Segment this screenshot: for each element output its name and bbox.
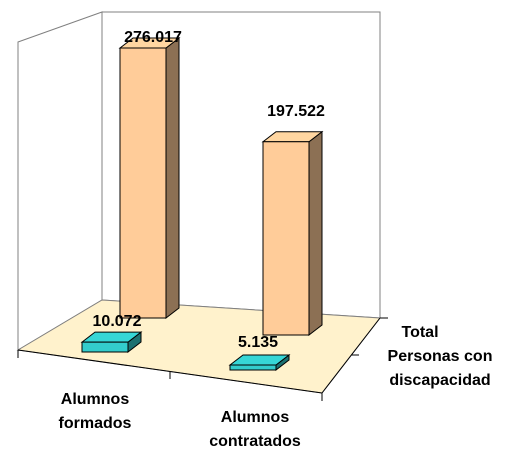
depth-label: Total bbox=[401, 324, 439, 341]
bar-front bbox=[119, 47, 167, 319]
depth-label: Personas con discapacidad bbox=[387, 348, 493, 389]
bar bbox=[261, 130, 324, 337]
left-wall bbox=[17, 11, 103, 351]
bar-front bbox=[81, 341, 129, 353]
bar-side bbox=[165, 36, 180, 320]
bar-front bbox=[229, 364, 277, 371]
value-label: 197.522 bbox=[267, 103, 325, 120]
value-label: 5.135 bbox=[238, 334, 278, 351]
category-label: Alumnos contratados bbox=[209, 409, 301, 450]
category-label: Alumnos formados bbox=[58, 391, 132, 432]
value-label: 10.072 bbox=[93, 313, 142, 330]
bar bbox=[118, 36, 181, 320]
value-label: 276.017 bbox=[124, 29, 182, 46]
bar bbox=[80, 331, 143, 354]
bar-side bbox=[308, 130, 323, 337]
bar bbox=[228, 353, 291, 372]
bar-front bbox=[262, 141, 310, 336]
